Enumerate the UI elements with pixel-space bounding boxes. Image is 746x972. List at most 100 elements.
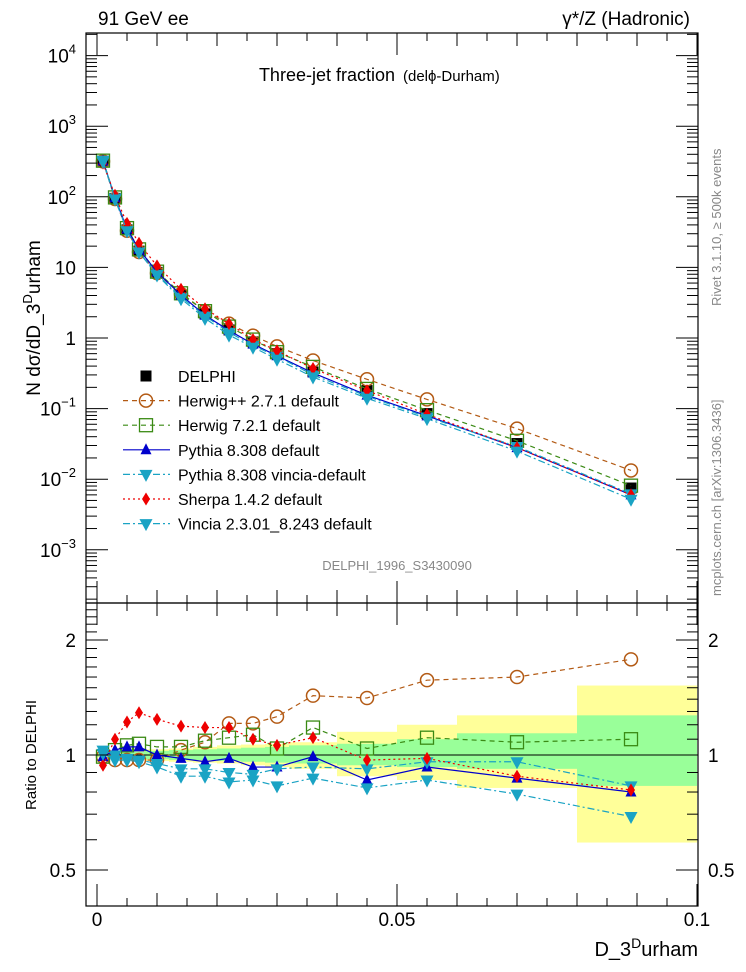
x-tick-label: 0.05 xyxy=(379,910,416,931)
ratio-x-ticks: 0 0.05 0.1 xyxy=(92,603,710,931)
legend-marker xyxy=(140,443,152,455)
ratio-data-point xyxy=(360,764,374,777)
ratio-data-point xyxy=(174,771,188,784)
ratio-data-point xyxy=(623,652,639,667)
ratio-data-point xyxy=(120,755,134,768)
ratio-y-tick-label-right: 1 xyxy=(708,746,719,767)
legend-label: Sherpa 1.4.2 default xyxy=(178,492,323,509)
ratio-data-point xyxy=(627,783,635,797)
analysis-watermark: DELPHI_1996_S3430090 xyxy=(322,558,472,573)
main-data-point xyxy=(120,226,134,239)
ratio-data-point xyxy=(153,712,161,726)
ratio-series-4 xyxy=(99,706,635,797)
ratio-data-point xyxy=(510,789,524,802)
legend: DELPHI Herwig++ 2.7.1 default Herwig 7.2.1… xyxy=(123,369,372,534)
x-axis-label-text: D_3Durham xyxy=(594,935,698,961)
ratio-data-point xyxy=(363,753,371,767)
ratio-data-point xyxy=(307,750,319,762)
legend-marker xyxy=(139,469,153,482)
ratio-data-point xyxy=(225,721,233,735)
main-data-point xyxy=(108,194,122,207)
ratio-y-axis-label: Ratio to DELPHI xyxy=(23,700,40,810)
chart-subtitle: (delϕ-Durham) xyxy=(403,68,500,85)
ratio-data-point xyxy=(135,706,143,720)
ratio-data-point xyxy=(111,732,119,746)
ratio-data-point xyxy=(121,740,133,752)
ratio-data-point xyxy=(249,732,257,746)
legend-label: DELPHI xyxy=(178,369,236,386)
ratio-data-point xyxy=(132,757,146,770)
ratio-data-point xyxy=(201,721,209,735)
ratio-data-point xyxy=(423,751,431,765)
ratio-data-point xyxy=(198,764,212,777)
ratio-y-ticks: 0.5 0.5 1 1 2 2 xyxy=(50,609,734,882)
ratio-data-point xyxy=(177,719,185,733)
ratio-series-line xyxy=(102,726,632,758)
ratio-data-point xyxy=(199,755,211,767)
header-left-label: 91 GeV ee xyxy=(98,9,189,30)
ratio-data-point xyxy=(305,688,321,703)
legend-item: Herwig 7.2.1 default xyxy=(123,418,321,435)
legend-item: Herwig++ 2.7.1 default xyxy=(123,393,340,411)
main-data-point xyxy=(270,354,284,367)
legend-item: Sherpa 1.4.2 default xyxy=(123,492,323,509)
legend-marker xyxy=(138,418,154,433)
ratio-y-tick-label-right: 0.5 xyxy=(708,861,734,882)
ratio-data-point xyxy=(419,730,435,745)
ratio-data-point xyxy=(247,760,259,772)
ratio-data-point xyxy=(513,769,521,783)
ratio-data-point xyxy=(509,669,525,685)
legend-item: Pythia 8.308 default xyxy=(123,443,320,460)
legend-item: Vincia 2.3.01_8.243 default xyxy=(123,517,372,534)
main-data-point xyxy=(177,282,185,296)
ratio-data-point xyxy=(270,764,284,777)
main-data-point xyxy=(174,294,188,307)
main-y-axis-label: N dσ/dD_3Durham xyxy=(20,240,45,395)
ratio-data-point xyxy=(99,758,107,772)
x-tick-label: 0.1 xyxy=(684,910,710,931)
ratio-data-point xyxy=(197,733,213,748)
main-data-point xyxy=(509,421,525,436)
ratio-data-point xyxy=(150,762,164,775)
ratio-data-point xyxy=(222,767,236,780)
ratio-data-point xyxy=(361,773,373,785)
ratio-y-tick-label-left: 0.5 xyxy=(50,861,76,882)
ratio-data-point xyxy=(222,777,236,790)
ratio-data-point xyxy=(359,690,375,706)
ratio-data-point xyxy=(269,709,285,724)
legend-label: Herwig++ 2.7.1 default xyxy=(178,394,340,411)
main-data-point xyxy=(132,247,146,260)
ratio-y-tick-label-left: 2 xyxy=(65,631,76,652)
ratio-data-point xyxy=(306,773,320,786)
main-data-point xyxy=(201,302,209,316)
ratio-data-point xyxy=(108,755,122,768)
legend-item: DELPHI xyxy=(140,369,236,386)
ratio-data-point xyxy=(306,762,320,775)
ratio-data-point xyxy=(133,740,145,752)
main-data-point xyxy=(225,317,233,331)
main-data-point xyxy=(360,393,374,406)
y-tick-label: 102 xyxy=(48,183,76,209)
main-y-axis-label-text: N dσ/dD_3Durham xyxy=(20,240,45,395)
main-data-point xyxy=(419,392,435,407)
main-data-point xyxy=(96,157,110,170)
main-data-point xyxy=(623,463,639,478)
main-x-ticks xyxy=(96,33,698,603)
ratio-bands-group xyxy=(97,685,697,843)
main-data-point xyxy=(246,342,260,355)
ratio-data-point xyxy=(245,716,261,731)
ratio-data-point xyxy=(510,757,524,770)
main-data-point xyxy=(510,446,524,459)
legend-label: Pythia 8.308 vincia-default xyxy=(178,467,366,484)
chart-title: Three-jet fraction xyxy=(259,65,395,85)
ratio-data-point xyxy=(175,751,187,763)
ratio-data-point xyxy=(198,771,212,784)
legend-marker xyxy=(142,492,150,506)
ratio-data-point xyxy=(246,775,260,788)
legend-label: Vincia 2.3.01_8.243 default xyxy=(178,517,372,534)
ratio-data-point xyxy=(119,738,135,753)
main-series-2 xyxy=(95,153,639,493)
main-series-group xyxy=(95,153,639,507)
